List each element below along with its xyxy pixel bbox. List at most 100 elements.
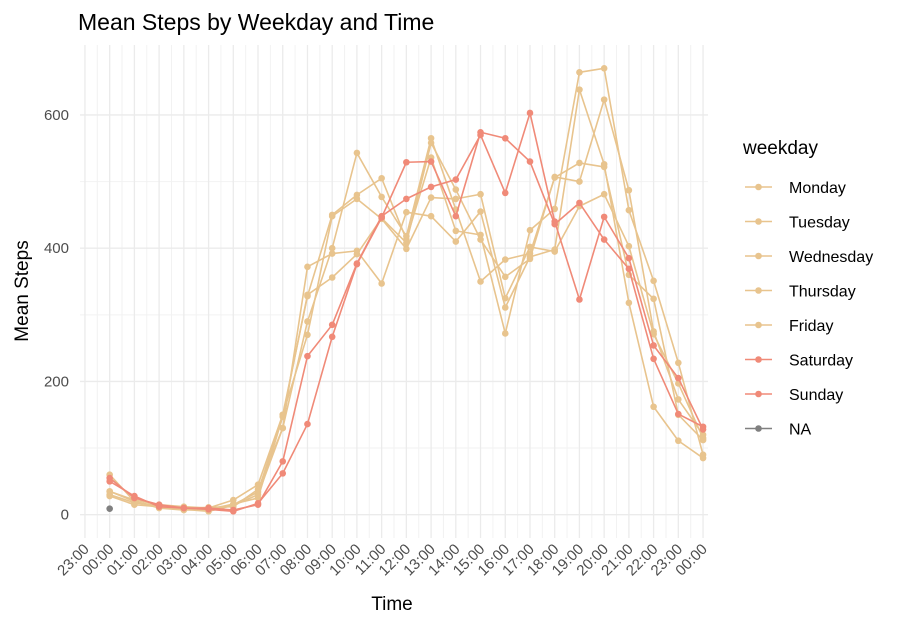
data-point bbox=[328, 244, 336, 252]
data-point bbox=[576, 69, 583, 76]
data-point bbox=[180, 504, 188, 512]
data-point bbox=[501, 134, 509, 142]
data-point bbox=[304, 263, 311, 271]
data-point bbox=[650, 342, 657, 349]
data-point bbox=[551, 248, 559, 255]
legend-label: Wednesday bbox=[789, 249, 873, 266]
data-point bbox=[501, 189, 509, 197]
data-point bbox=[576, 178, 583, 185]
legend-marker bbox=[755, 287, 762, 294]
data-point bbox=[625, 299, 633, 307]
data-point bbox=[452, 227, 460, 235]
data-point bbox=[106, 505, 113, 512]
data-point bbox=[551, 220, 559, 228]
data-point bbox=[279, 411, 287, 419]
data-point bbox=[576, 86, 583, 93]
y-tick-label: 200 bbox=[44, 373, 69, 390]
data-point bbox=[427, 158, 435, 165]
data-point bbox=[452, 195, 460, 203]
data-point bbox=[526, 109, 534, 117]
data-point bbox=[477, 278, 484, 285]
data-point bbox=[675, 410, 682, 418]
data-point bbox=[353, 250, 361, 258]
legend-marker bbox=[755, 183, 762, 191]
data-point bbox=[625, 254, 633, 262]
data-point bbox=[378, 280, 385, 287]
data-point bbox=[650, 295, 657, 303]
data-point bbox=[254, 500, 262, 507]
data-point bbox=[600, 65, 608, 72]
data-point bbox=[477, 190, 484, 198]
y-axis-title: Mean Steps bbox=[12, 240, 33, 341]
data-point bbox=[229, 508, 237, 515]
data-point bbox=[675, 396, 682, 403]
data-point bbox=[353, 195, 361, 203]
data-point bbox=[452, 176, 460, 183]
legend-label: Sunday bbox=[789, 387, 843, 404]
data-point bbox=[600, 96, 608, 103]
data-point bbox=[600, 190, 608, 198]
y-tick-label: 0 bbox=[61, 507, 69, 524]
data-point bbox=[304, 420, 311, 428]
legend-marker bbox=[755, 356, 762, 363]
data-point bbox=[477, 128, 484, 136]
data-point bbox=[650, 330, 657, 338]
y-axis-ticks: 0 200 400 600 bbox=[44, 107, 69, 524]
data-point bbox=[576, 199, 583, 207]
data-point bbox=[625, 265, 633, 273]
legend-marker bbox=[755, 252, 762, 260]
data-point bbox=[625, 242, 633, 250]
data-point bbox=[600, 213, 608, 221]
data-point bbox=[650, 355, 657, 363]
legend-marker bbox=[755, 390, 762, 398]
legend-label: Monday bbox=[789, 180, 846, 197]
data-point bbox=[576, 159, 583, 167]
data-point bbox=[427, 134, 435, 142]
legend-label: NA bbox=[789, 422, 812, 439]
data-point bbox=[279, 458, 287, 465]
data-point bbox=[452, 186, 460, 193]
plot-series bbox=[106, 65, 707, 515]
data-point bbox=[501, 256, 509, 263]
plot-grid bbox=[80, 45, 708, 538]
data-point bbox=[526, 243, 534, 251]
x-axis-ticks: 23:0000:0001:0002:0003:0004:0005:0006:00… bbox=[54, 541, 711, 580]
data-point bbox=[551, 205, 559, 213]
legend-title: weekday bbox=[742, 138, 818, 159]
data-point bbox=[378, 174, 385, 182]
data-point bbox=[254, 488, 262, 496]
data-point bbox=[650, 277, 657, 285]
data-point bbox=[699, 451, 707, 459]
data-point bbox=[699, 423, 707, 431]
data-point bbox=[600, 163, 608, 171]
data-point bbox=[353, 260, 361, 268]
data-point bbox=[501, 294, 509, 302]
chart-title: Mean Steps by Weekday and Time bbox=[78, 9, 434, 35]
data-point bbox=[304, 291, 311, 299]
legend-item: NA bbox=[745, 422, 812, 439]
data-point bbox=[551, 173, 559, 181]
y-tick-label: 400 bbox=[44, 240, 69, 257]
legend-item: Saturday bbox=[745, 353, 853, 370]
data-point bbox=[600, 236, 608, 243]
data-point bbox=[675, 359, 682, 367]
data-point bbox=[650, 403, 657, 411]
y-tick-label: 600 bbox=[44, 107, 69, 124]
data-point bbox=[304, 352, 311, 360]
data-point bbox=[378, 214, 385, 221]
data-point bbox=[155, 501, 163, 508]
legend-item: Thursday bbox=[745, 284, 856, 301]
data-point bbox=[403, 208, 410, 216]
legend-marker bbox=[755, 218, 762, 225]
data-point bbox=[501, 304, 509, 311]
data-point bbox=[328, 321, 336, 329]
data-point bbox=[452, 238, 460, 245]
data-point bbox=[477, 208, 484, 215]
data-point bbox=[279, 424, 287, 432]
data-point bbox=[328, 212, 336, 220]
data-point bbox=[328, 274, 336, 281]
data-point bbox=[403, 245, 410, 253]
legend-item: Friday bbox=[745, 318, 833, 335]
data-point bbox=[501, 273, 509, 281]
